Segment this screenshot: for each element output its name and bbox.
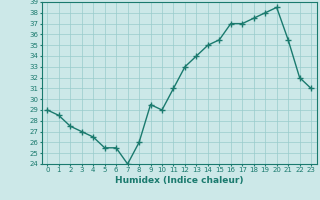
X-axis label: Humidex (Indice chaleur): Humidex (Indice chaleur) [115, 176, 244, 185]
